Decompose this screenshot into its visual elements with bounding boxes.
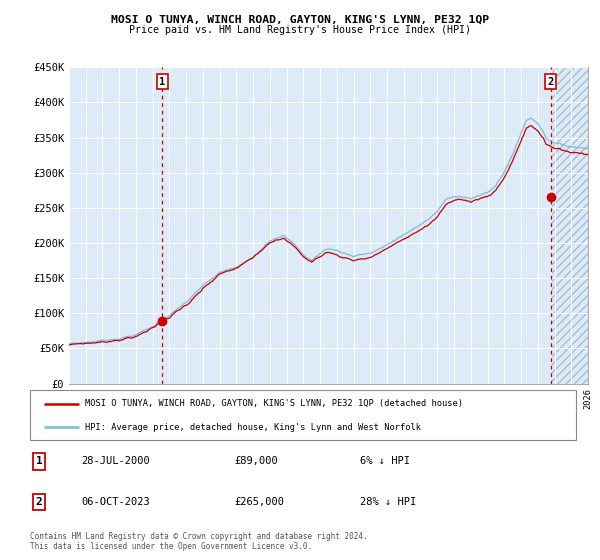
Text: 06-OCT-2023: 06-OCT-2023	[81, 497, 150, 507]
Text: Contains HM Land Registry data © Crown copyright and database right 2024.: Contains HM Land Registry data © Crown c…	[30, 532, 368, 541]
Text: £265,000: £265,000	[234, 497, 284, 507]
FancyBboxPatch shape	[30, 390, 576, 440]
Text: 2: 2	[548, 77, 554, 87]
Text: 1: 1	[35, 456, 43, 466]
Text: 28% ↓ HPI: 28% ↓ HPI	[360, 497, 416, 507]
Text: Price paid vs. HM Land Registry's House Price Index (HPI): Price paid vs. HM Land Registry's House …	[129, 25, 471, 35]
Text: 1: 1	[159, 77, 166, 87]
Text: 2: 2	[35, 497, 43, 507]
Text: This data is licensed under the Open Government Licence v3.0.: This data is licensed under the Open Gov…	[30, 542, 312, 551]
Text: HPI: Average price, detached house, King's Lynn and West Norfolk: HPI: Average price, detached house, King…	[85, 423, 421, 432]
Text: 6% ↓ HPI: 6% ↓ HPI	[360, 456, 410, 466]
Text: MOSI O TUNYA, WINCH ROAD, GAYTON, KING'S LYNN, PE32 1QP (detached house): MOSI O TUNYA, WINCH ROAD, GAYTON, KING'S…	[85, 399, 463, 408]
Text: £89,000: £89,000	[234, 456, 278, 466]
Text: MOSI O TUNYA, WINCH ROAD, GAYTON, KING'S LYNN, PE32 1QP: MOSI O TUNYA, WINCH ROAD, GAYTON, KING'S…	[111, 15, 489, 25]
Text: 28-JUL-2000: 28-JUL-2000	[81, 456, 150, 466]
